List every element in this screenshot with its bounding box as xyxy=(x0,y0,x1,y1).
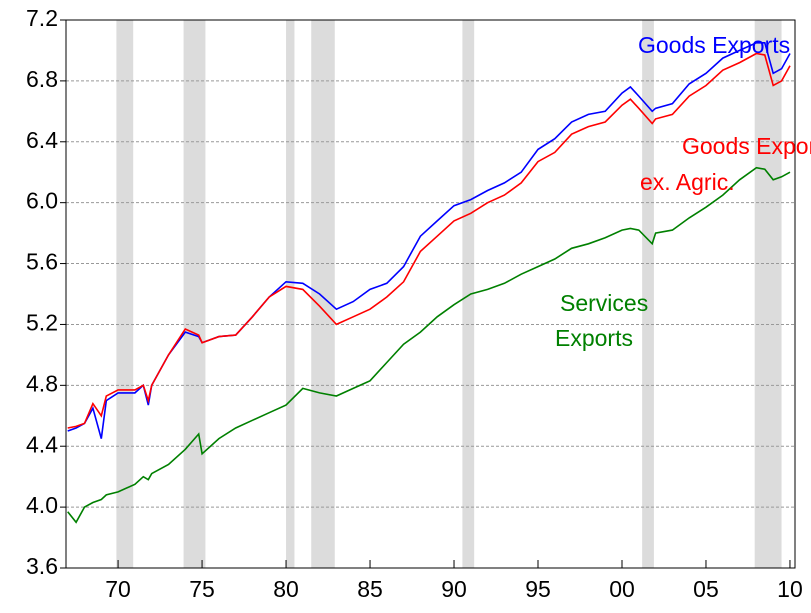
x-tick-label: 85 xyxy=(357,576,383,602)
recession-band xyxy=(183,20,206,568)
recession-band xyxy=(642,20,654,568)
recession-band xyxy=(311,20,335,568)
y-tick-label: 6.4 xyxy=(26,127,58,153)
y-tick-label: 6.8 xyxy=(26,66,58,92)
series-line xyxy=(67,41,791,439)
series-label: Services xyxy=(560,290,648,316)
y-tick-label: 4.0 xyxy=(26,492,58,518)
x-tick-label: 00 xyxy=(609,576,635,602)
lines xyxy=(67,41,791,524)
recession-band xyxy=(754,20,782,568)
y-tick-label: 4.4 xyxy=(26,431,58,457)
series-line xyxy=(67,166,791,524)
y-tick-label: 7.2 xyxy=(26,5,58,31)
x-tick-label: 75 xyxy=(189,576,215,602)
plot-frame xyxy=(65,19,796,569)
series-label: ex. Agric. xyxy=(640,169,735,195)
recession-band xyxy=(116,20,134,568)
series-label: Goods Exports xyxy=(638,32,790,58)
x-tick-label: 05 xyxy=(693,576,719,602)
x-tick-label: 80 xyxy=(273,576,299,602)
x-tick-label: 90 xyxy=(441,576,467,602)
recession-band xyxy=(286,20,295,568)
x-tick-label: 95 xyxy=(525,576,551,602)
y-tick-label: 4.8 xyxy=(26,370,58,396)
series-label: Goods Exports xyxy=(682,133,811,159)
recession-band xyxy=(462,20,475,568)
y-tick-label: 5.2 xyxy=(26,310,58,336)
x-tick-label: 10 xyxy=(777,576,803,602)
series-line xyxy=(67,52,791,429)
y-tick-label: 5.6 xyxy=(26,249,58,275)
series-label: Exports xyxy=(555,325,633,351)
y-tick-label: 6.0 xyxy=(26,188,58,214)
y-tick-label: 3.6 xyxy=(26,553,58,579)
recession-shading xyxy=(116,20,782,568)
x-tick-label: 70 xyxy=(105,576,131,602)
